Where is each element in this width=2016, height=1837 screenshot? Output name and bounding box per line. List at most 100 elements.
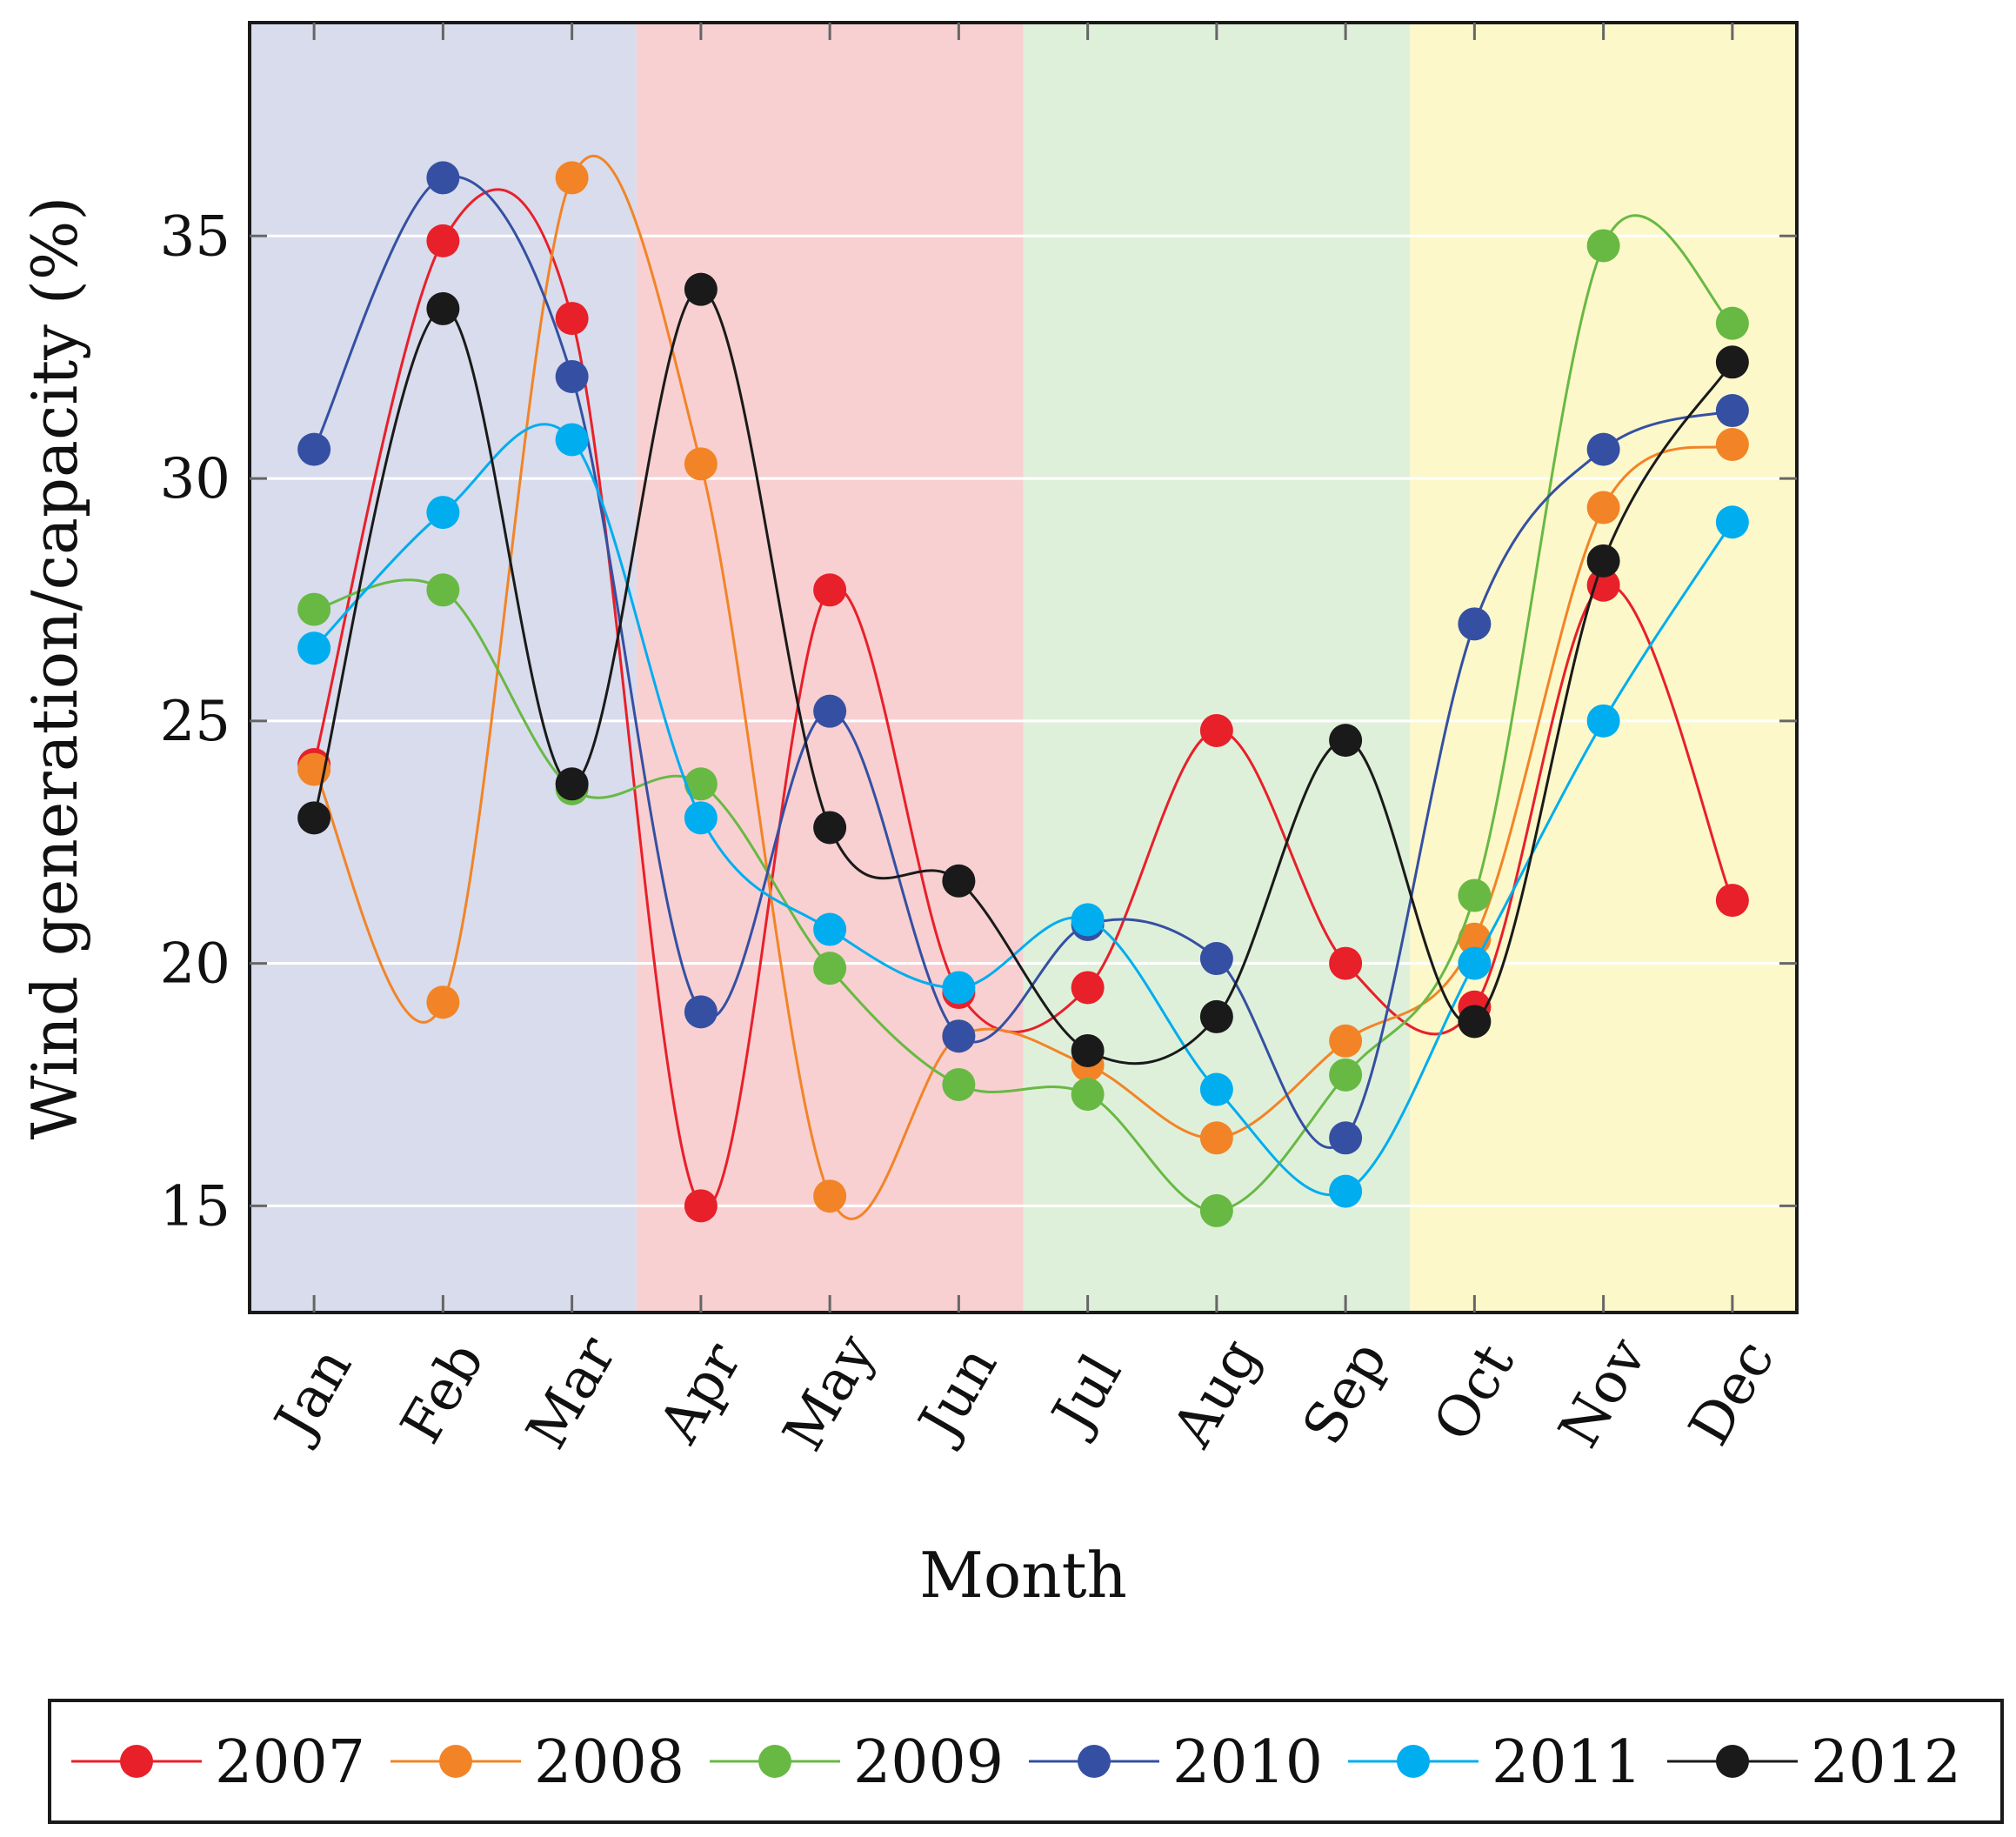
legend-entry-2012: 2012 [1667,1728,1961,1797]
point-2008-nov [1586,491,1620,524]
point-2011-may [813,912,847,946]
point-2007-nov [1586,568,1620,602]
point-2007-mar [555,302,589,336]
series-2011 [297,423,1749,1208]
point-2011-mar [555,423,589,457]
legend-entry-2009: 2009 [710,1728,1004,1797]
point-2009-aug [1199,1193,1233,1227]
point-2009-feb [426,573,460,607]
point-2009-dec [1715,306,1749,340]
point-2010-nov [1586,432,1620,466]
point-2008-mar [555,161,589,195]
point-2009-jan [297,592,331,626]
x-tick-label-jul: Jul [1038,1344,1135,1446]
point-2008-dec [1715,428,1749,462]
season-band-2 [636,23,1024,1313]
point-2011-jul [1071,903,1105,937]
point-2012-apr [684,272,718,306]
y-tick-label-25: 25 [160,690,230,754]
point-2009-jun [942,1067,976,1101]
x-tick-label-may: May [771,1324,888,1461]
point-2010-jan [297,432,331,466]
point-2012-may [813,811,847,845]
legend-entry-2010: 2010 [1029,1728,1323,1797]
point-2011-sep [1329,1174,1363,1208]
legend: 2007 2008 2009 2010 2011 2012 [48,1699,2004,1824]
legend-entry-2007: 2007 [71,1728,365,1797]
legend-marker-2011 [1397,1745,1430,1778]
season-band-1 [250,23,637,1313]
y-tick-labels: 15 20 25 30 35 [160,204,230,1239]
x-tick-label-jan: Jan [261,1338,365,1453]
point-2012-mar [555,767,589,801]
point-2007-dec [1715,884,1749,918]
point-2010-aug [1199,942,1233,976]
point-2009-oct [1458,878,1492,912]
point-2007-feb [426,224,460,257]
point-2011-jan [297,631,331,665]
legend-label-2008: 2008 [534,1728,684,1797]
point-2009-jul [1071,1078,1105,1112]
point-2010-oct [1458,607,1492,641]
x-tick-label-aug: Aug [1160,1328,1272,1458]
point-2011-oct [1458,946,1492,980]
point-2008-sep [1329,1024,1363,1058]
series-line-2007 [312,188,1734,1210]
point-2012-oct [1458,1005,1492,1039]
legend-label-2011: 2011 [1492,1728,1642,1797]
legend-entry-2011: 2011 [1348,1728,1642,1797]
point-2011-jun [942,971,976,1005]
point-2011-aug [1199,1072,1233,1106]
series-2007 [297,188,1749,1223]
point-2012-dec [1715,345,1749,379]
legend-marker-2012 [1716,1745,1749,1778]
point-2009-sep [1329,1058,1363,1092]
x-tick-label-sep: Sep [1291,1331,1399,1455]
y-tick-label-35: 35 [160,204,230,269]
point-2007-aug [1199,713,1233,747]
point-2012-jul [1071,1033,1105,1067]
point-2011-nov [1586,704,1620,738]
point-2009-may [813,952,847,985]
season-band-3 [1023,23,1411,1313]
point-2012-sep [1329,724,1363,758]
point-2012-aug [1199,999,1233,1033]
point-2012-jan [297,801,331,835]
point-2012-jun [942,864,976,898]
point-2010-feb [426,161,460,195]
point-2011-apr [684,801,718,835]
legend-label-2007: 2007 [215,1728,365,1797]
point-2010-jun [942,1019,976,1053]
x-tick-label-nov: Nov [1547,1327,1659,1458]
legend-marker-2009 [758,1745,791,1778]
point-2008-may [813,1179,847,1213]
point-2012-feb [426,291,460,325]
x-tick-labels: Jan Feb Mar Apr May Jun Jul Aug Sep Oct Nov Dec [261,1324,1787,1461]
y-tick-label-15: 15 [160,1174,230,1239]
x-tick-label-oct: Oct [1422,1333,1527,1452]
point-2010-apr [684,995,718,1029]
point-2007-jul [1071,971,1105,1005]
point-2010-may [813,694,847,728]
point-2010-mar [555,359,589,393]
point-2007-apr [684,1189,718,1223]
point-2008-aug [1199,1121,1233,1155]
series-group [297,154,1749,1227]
x-tick-label-feb: Feb [389,1332,497,1454]
plot-frame [248,21,1799,1314]
axis-ticks [250,23,1797,1313]
point-2012-nov [1586,544,1620,578]
legend-marker-2007 [120,1745,153,1778]
legend-label-2009: 2009 [853,1728,1004,1797]
season-band-4 [1410,23,1797,1313]
x-tick-label-apr: Apr [647,1333,755,1454]
point-2011-feb [426,496,460,530]
legend-marker-2008 [439,1745,472,1778]
point-2008-feb [426,985,460,1019]
point-2009-apr [684,767,718,801]
y-axis-title: Wind generation/capacity (%) [18,197,91,1140]
point-2010-dec [1715,394,1749,428]
point-2010-sep [1329,1121,1363,1155]
legend-label-2010: 2010 [1172,1728,1323,1797]
